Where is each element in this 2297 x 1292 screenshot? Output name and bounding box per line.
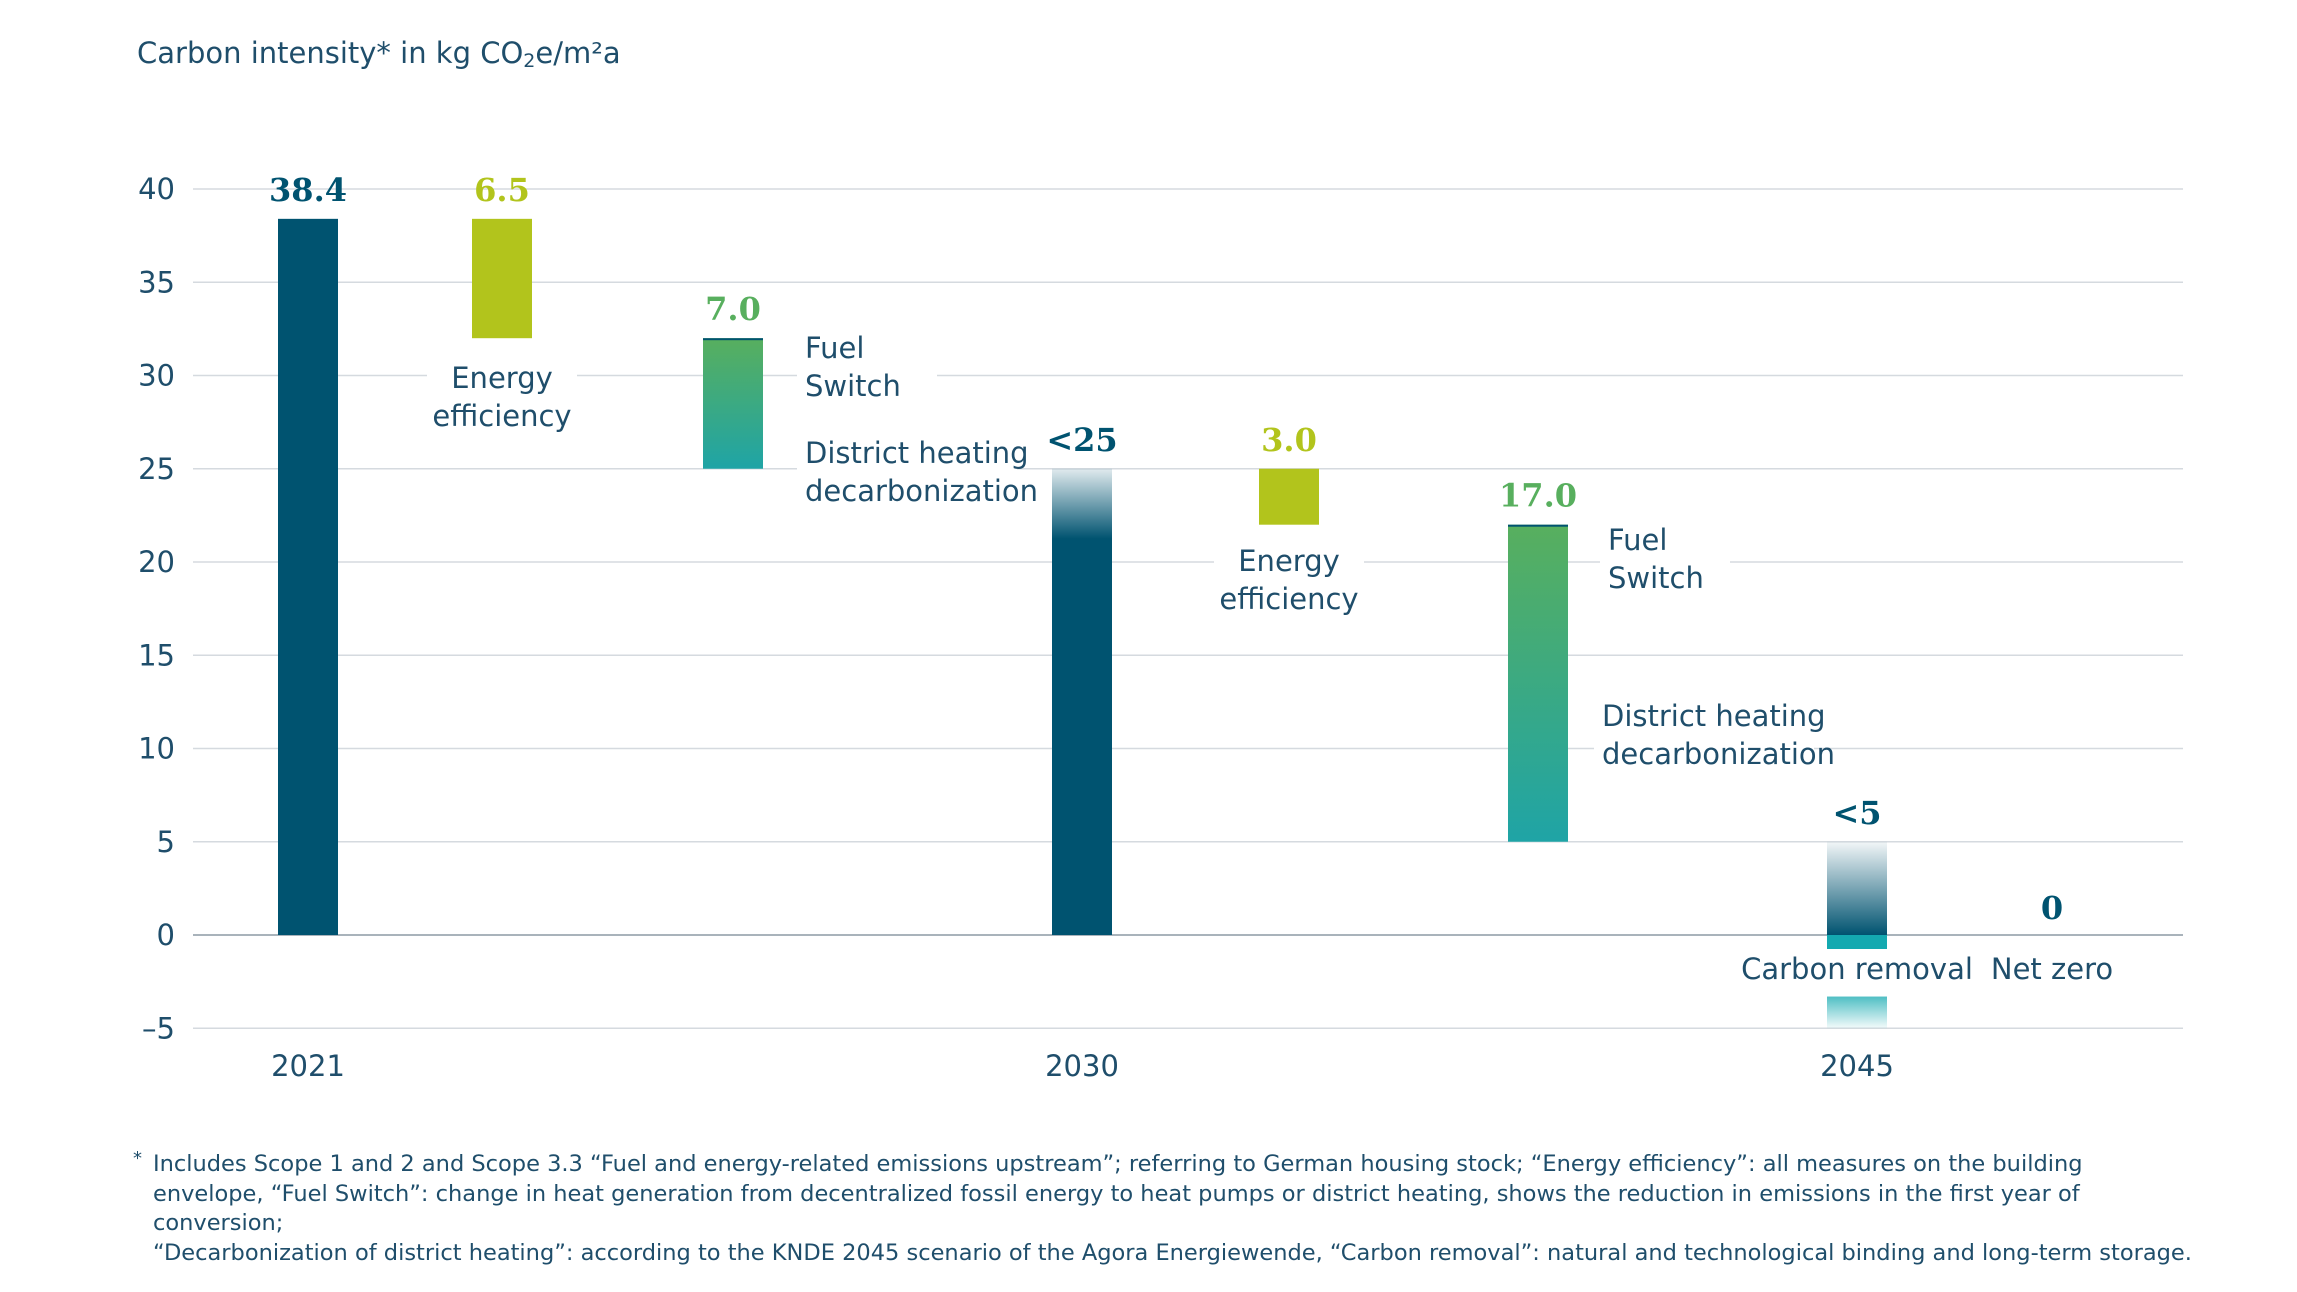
label-background — [1747, 949, 1967, 993]
annotation-label: District heating — [805, 436, 1029, 470]
annotation-label: Switch — [1608, 561, 1704, 595]
value-label: 3.0 — [1261, 421, 1317, 459]
y-tick-label: 5 — [157, 825, 175, 859]
annotation-label: District heating — [1602, 699, 1826, 733]
y-tick-label: 0 — [157, 918, 175, 952]
value-label: 17.0 — [1499, 477, 1577, 515]
footnote: * Includes Scope 1 and 2 and Scope 3.3 “… — [133, 1148, 2213, 1268]
annotation-label: Fuel — [1608, 523, 1667, 557]
label-background — [1600, 520, 1730, 602]
x-tick-label: 2045 — [1820, 1049, 1894, 1083]
annotation-label: decarbonization — [1602, 737, 1835, 771]
bar-labels: 38.4 6.5 7.0 <25 3.0 17.0 <5 0 Energy efficiency F… — [269, 171, 2117, 993]
label-background — [797, 433, 1017, 515]
y-tick-label: 25 — [138, 452, 175, 486]
value-label: 0 — [2041, 889, 2063, 927]
y-tick-label: –5 — [142, 1011, 175, 1045]
annotation-label: Fuel — [805, 331, 864, 365]
label-background — [427, 358, 577, 440]
footnote-line: Includes Scope 1 and 2 and Scope 3.3 “Fu… — [153, 1151, 2083, 1177]
bar-b2021 — [278, 218, 338, 936]
y-tick-label: 30 — [138, 359, 175, 393]
label-background — [1214, 541, 1364, 623]
annotation-label: Switch — [805, 369, 901, 403]
value-label: <25 — [1046, 421, 1117, 459]
y-axis-title: Carbon intensity* in kg CO2e/m²a — [137, 36, 621, 72]
label-background — [1987, 949, 2117, 993]
x-tick-label: 2030 — [1045, 1049, 1119, 1083]
bar-ee2 — [1259, 468, 1319, 525]
bars — [278, 218, 1887, 1029]
bar-b2030 — [1052, 468, 1112, 935]
annotation-label: Carbon removal — [1741, 952, 1973, 986]
bar-2045 — [1827, 841, 1887, 935]
value-label: 7.0 — [705, 290, 761, 328]
y-axis-ticks: 40 35 30 25 20 15 10 5 0 –5 — [138, 172, 175, 1045]
bar-top-edge — [703, 338, 763, 341]
label-background — [797, 328, 937, 410]
annotation-label: efficiency — [432, 399, 571, 433]
bar-fs1 — [703, 338, 763, 469]
x-tick-label: 2021 — [271, 1049, 345, 1083]
footnote-mark: * — [133, 1148, 142, 1169]
value-label: <5 — [1832, 794, 1881, 832]
annotation-label: efficiency — [1219, 582, 1358, 616]
value-label: 6.5 — [474, 171, 530, 209]
y-tick-label: 15 — [138, 638, 175, 672]
label-background — [1594, 696, 1814, 778]
footnote-line: “Decarbonization of district heating”: a… — [153, 1239, 2192, 1266]
annotation-label: Net zero — [1991, 952, 2113, 986]
y-tick-label: 20 — [138, 545, 175, 579]
value-label: 38.4 — [269, 171, 347, 209]
y-tick-label: 40 — [138, 172, 175, 206]
bar-ee1 — [472, 218, 532, 339]
annotation-label: Energy — [451, 361, 553, 395]
x-axis-ticks: 2021 2030 2045 — [271, 1049, 1894, 1083]
footnote-line: envelope, “Fuel Switch”: change in heat … — [153, 1180, 2080, 1237]
bar-carbon-removal — [1827, 935, 1887, 951]
y-tick-label: 10 — [138, 732, 175, 766]
annotation-label: decarbonization — [805, 474, 1038, 508]
bar-top-edge — [1508, 524, 1568, 527]
y-tick-label: 35 — [138, 265, 175, 299]
annotation-label: Energy — [1238, 544, 1340, 578]
bar-fs2 — [1508, 524, 1568, 842]
waterfall-chart: 40 35 30 25 20 15 10 5 0 –5 38.4 6.5 7.0 <25 3.0 17.0 <… — [138, 171, 2183, 1083]
bar-carbon-removal-fade — [1827, 996, 1887, 1029]
